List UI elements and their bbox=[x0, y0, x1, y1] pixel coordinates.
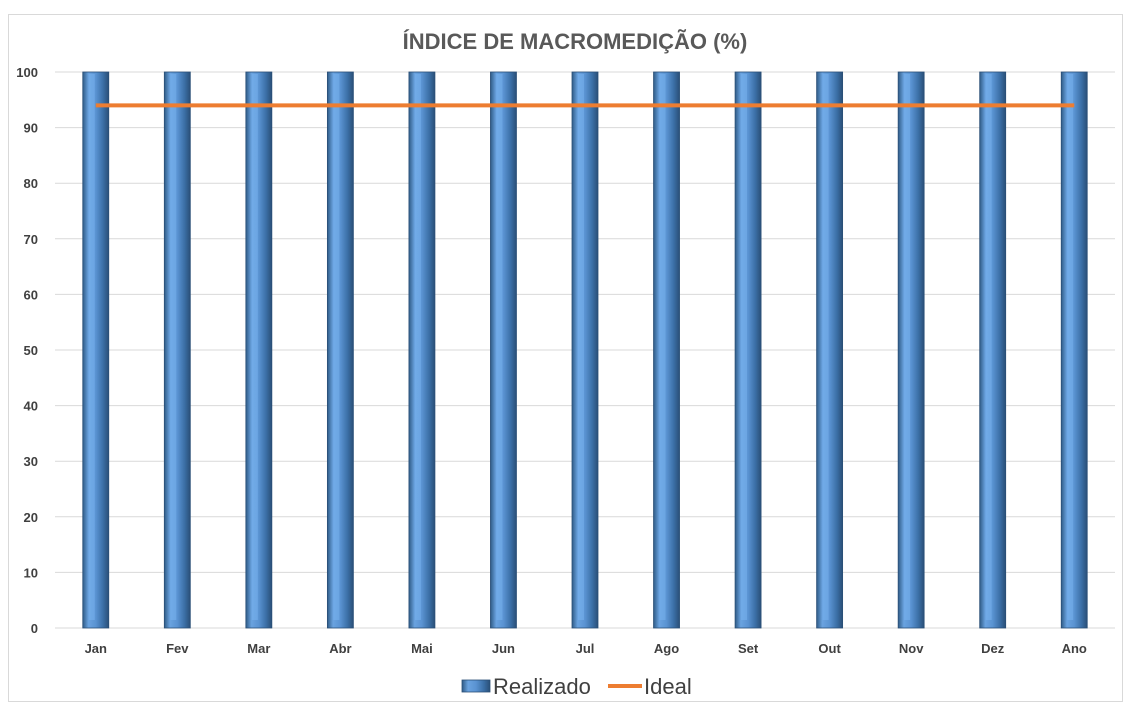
y-tick-label: 90 bbox=[24, 121, 38, 136]
bar bbox=[163, 71, 191, 629]
y-tick-label: 20 bbox=[24, 510, 38, 525]
bar bbox=[979, 71, 1007, 629]
chart-title: ÍNDICE DE MACROMEDIÇÃO (%) bbox=[403, 29, 748, 54]
x-tick-label: Mai bbox=[411, 641, 433, 656]
bar bbox=[897, 71, 925, 629]
y-tick-label: 50 bbox=[24, 343, 38, 358]
bar bbox=[245, 71, 273, 629]
y-tick-label: 0 bbox=[31, 621, 38, 636]
bar bbox=[653, 71, 680, 629]
bar bbox=[571, 71, 599, 629]
y-tick-label: 30 bbox=[24, 454, 38, 469]
bar bbox=[816, 71, 844, 629]
legend-swatch-realizado bbox=[461, 679, 491, 693]
x-tick-label: Fev bbox=[166, 641, 189, 656]
y-tick-label: 100 bbox=[16, 65, 38, 80]
bar bbox=[82, 71, 110, 629]
x-tick-label: Nov bbox=[899, 641, 924, 656]
y-axis-ticks: 0 10 20 30 40 50 60 70 80 90 100 bbox=[16, 65, 38, 636]
x-tick-label: Mar bbox=[247, 641, 270, 656]
x-tick-label: Dez bbox=[981, 641, 1005, 656]
bar bbox=[490, 71, 517, 629]
y-tick-label: 60 bbox=[24, 287, 38, 302]
y-tick-label: 80 bbox=[24, 176, 38, 191]
x-tick-label: Ano bbox=[1062, 641, 1087, 656]
bar bbox=[326, 71, 354, 629]
y-tick-label: 40 bbox=[24, 399, 38, 414]
bar bbox=[1060, 71, 1088, 629]
x-tick-label: Ago bbox=[654, 641, 679, 656]
x-tick-label: Jun bbox=[492, 641, 515, 656]
x-axis-ticks: Jan Fev Mar Abr Mai Jun Jul Ago Set Out Nov Dez Ano bbox=[85, 641, 1087, 656]
bar bbox=[408, 71, 436, 629]
bar bbox=[734, 71, 762, 629]
x-tick-label: Out bbox=[818, 641, 841, 656]
legend-label-ideal: Ideal bbox=[644, 674, 692, 699]
x-tick-label: Set bbox=[738, 641, 759, 656]
chart-frame bbox=[8, 14, 1123, 702]
x-tick-label: Jan bbox=[85, 641, 107, 656]
y-tick-label: 10 bbox=[24, 565, 38, 580]
legend-label-realizado: Realizado bbox=[493, 674, 591, 699]
x-tick-label: Jul bbox=[576, 641, 595, 656]
legend: Realizado Ideal bbox=[461, 674, 692, 699]
bars-realizado bbox=[82, 71, 1088, 629]
x-tick-label: Abr bbox=[329, 641, 351, 656]
y-tick-label: 70 bbox=[24, 232, 38, 247]
